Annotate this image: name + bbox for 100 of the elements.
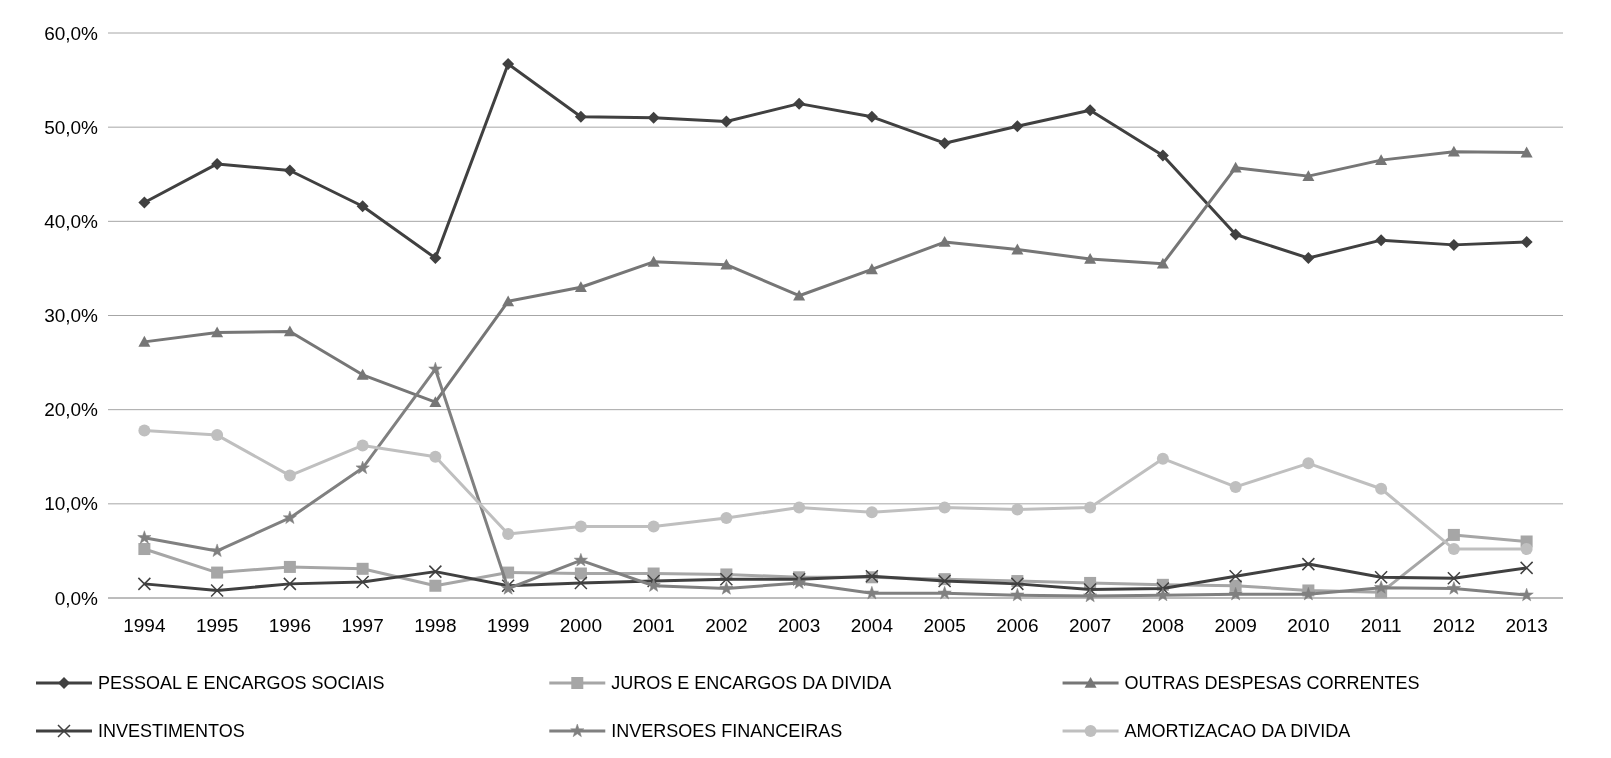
point xyxy=(1155,587,1170,602)
legend-label: OUTRAS DESPESAS CORRENTES xyxy=(1124,673,1420,694)
point xyxy=(1084,253,1097,264)
point xyxy=(720,115,733,128)
point xyxy=(502,58,515,71)
y-tick-label: 20,0% xyxy=(44,399,99,421)
point xyxy=(282,510,297,524)
point xyxy=(283,577,297,591)
point xyxy=(356,439,369,452)
point xyxy=(356,368,369,380)
point xyxy=(137,577,152,591)
x-tick-label: 1999 xyxy=(486,615,530,636)
point xyxy=(1011,243,1024,255)
point xyxy=(573,553,588,567)
point xyxy=(211,429,224,442)
x-tick-label: 2011 xyxy=(1360,615,1402,636)
point xyxy=(720,258,733,270)
x-tick-label: 2013 xyxy=(1505,615,1548,636)
y-tick-label: 60,0% xyxy=(44,22,99,44)
point xyxy=(1520,543,1533,556)
point xyxy=(647,520,660,533)
x-tick-label: 2009 xyxy=(1214,615,1257,636)
point xyxy=(1010,587,1025,602)
point xyxy=(1519,561,1534,575)
legend-label: PESSOAL E ENCARGOS SOCIAIS xyxy=(98,673,385,694)
legend-label: INVESTIMENTOS xyxy=(98,721,245,742)
point xyxy=(1084,104,1097,117)
point xyxy=(356,200,369,213)
point xyxy=(646,574,661,588)
point xyxy=(1228,569,1243,584)
point xyxy=(719,572,734,586)
point xyxy=(283,164,296,177)
point xyxy=(1375,482,1388,495)
point xyxy=(1083,588,1098,603)
x-tick-label: 2005 xyxy=(923,615,966,636)
point xyxy=(574,110,587,123)
y-tick-label: 30,0% xyxy=(44,305,99,327)
point xyxy=(1447,238,1460,251)
point xyxy=(138,424,151,437)
point xyxy=(1447,145,1460,157)
point xyxy=(1229,480,1242,493)
x-tick-label: 2012 xyxy=(1432,615,1476,636)
point xyxy=(1519,587,1534,602)
point xyxy=(1302,457,1315,470)
point xyxy=(865,110,878,123)
point xyxy=(574,281,587,293)
point xyxy=(865,263,878,275)
y-tick-label: 40,0% xyxy=(44,210,99,232)
x-tick-label: 1995 xyxy=(195,615,239,636)
point xyxy=(937,586,952,600)
x-tick-label: 2007 xyxy=(1068,615,1112,636)
legend-label: INVERSOES FINANCEIRAS xyxy=(611,721,843,742)
point xyxy=(1447,543,1460,556)
legend-label: AMORTIZACAO DA DIVIDA xyxy=(1124,721,1351,742)
point xyxy=(1374,580,1389,594)
point xyxy=(138,543,151,556)
point xyxy=(793,289,806,301)
point xyxy=(1447,528,1460,541)
point xyxy=(429,252,442,265)
point xyxy=(211,566,224,579)
point xyxy=(1375,154,1388,165)
point xyxy=(502,527,515,540)
point xyxy=(355,460,370,474)
x-tick-label: 2010 xyxy=(1287,615,1330,636)
point xyxy=(137,530,152,544)
point xyxy=(355,575,370,589)
x-tick-label: 2006 xyxy=(996,615,1039,636)
x-tick-label: 1997 xyxy=(341,615,384,636)
point xyxy=(138,196,151,209)
x-tick-label: 1996 xyxy=(268,615,312,636)
point xyxy=(1447,571,1461,585)
point xyxy=(1084,501,1097,514)
point xyxy=(1156,149,1169,162)
point xyxy=(1156,452,1169,465)
x-tick-label: 2003 xyxy=(777,615,821,636)
point xyxy=(138,335,151,347)
point xyxy=(1375,234,1388,247)
point xyxy=(1302,252,1315,265)
point xyxy=(283,560,296,573)
x-tick-label: 2001 xyxy=(632,615,675,636)
point xyxy=(647,111,660,124)
point xyxy=(938,137,951,150)
point xyxy=(1302,170,1315,181)
point xyxy=(1520,146,1533,158)
point xyxy=(719,581,734,595)
point xyxy=(574,576,588,590)
point xyxy=(1374,570,1388,585)
point xyxy=(429,579,442,592)
point xyxy=(429,450,442,463)
x-tick-label: 2008 xyxy=(1141,615,1185,636)
legend-label: JUROS E ENCARGOS DA DIVIDA xyxy=(611,673,892,694)
point xyxy=(283,469,296,482)
x-tick-label: 1994 xyxy=(123,615,166,636)
point xyxy=(1520,236,1533,249)
y-tick-label: 10,0% xyxy=(44,493,99,515)
point xyxy=(720,511,733,524)
point xyxy=(502,295,515,307)
point xyxy=(938,236,951,247)
point xyxy=(1229,228,1242,241)
point xyxy=(1229,161,1242,173)
